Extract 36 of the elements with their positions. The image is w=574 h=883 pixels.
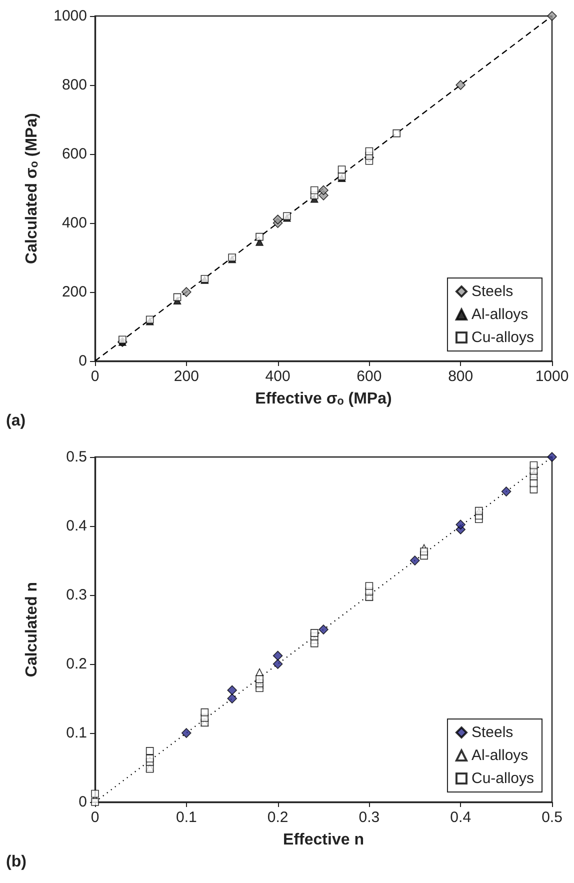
y-tick-label: 200 xyxy=(62,284,87,300)
legend-label: Steels xyxy=(471,724,514,741)
legend-label: Al-alloys xyxy=(471,306,528,323)
y-axis-title: Calculated n xyxy=(24,582,40,678)
legend-label: Cu-alloys xyxy=(471,770,534,787)
legend-label: Al-alloys xyxy=(471,747,528,764)
x-axis-title: Effective n xyxy=(283,832,364,848)
x-tick-label: 0 xyxy=(90,809,100,826)
text: (a) xyxy=(6,412,26,430)
y-tick-label: 0.5 xyxy=(66,448,87,466)
y-tick-label: 1000 xyxy=(54,8,87,24)
y-tick-label: 0.4 xyxy=(66,518,87,534)
y-tick-label: 0 xyxy=(78,794,87,810)
x-tick-label: 0 xyxy=(90,368,100,385)
y-tick-label: 0.1 xyxy=(66,724,87,742)
y-tick-label: 0.2 xyxy=(66,656,87,672)
legend-label: Cu-alloys xyxy=(471,329,534,346)
y-tick-label: 400 xyxy=(62,214,87,232)
x-tick-label: 0.3 xyxy=(358,809,380,826)
x-tick-label: 0.1 xyxy=(176,809,197,826)
x-tick-label: 0.4 xyxy=(450,809,472,826)
x-axis-title: Effective σₒ (MPa) xyxy=(255,390,392,408)
x-tick-label: 800 xyxy=(448,368,474,385)
legend-label: Steels xyxy=(471,283,514,300)
y-tick-label: 800 xyxy=(62,76,87,94)
x-tick-label: 600 xyxy=(356,368,382,385)
x-tick-label: 400 xyxy=(265,368,290,385)
y-tick-label: 0.3 xyxy=(66,586,87,604)
y-tick-label: 600 xyxy=(62,146,87,162)
text: (b) xyxy=(6,854,26,870)
x-tick-label: 0.5 xyxy=(542,809,562,826)
y-axis-title: Calculated σₒ (MPa) xyxy=(24,113,40,264)
y-tick-label: 0 xyxy=(78,352,87,370)
x-tick-label: 0.2 xyxy=(267,809,288,826)
x-tick-label: 1000 xyxy=(535,368,569,385)
x-tick-label: 200 xyxy=(174,368,199,385)
